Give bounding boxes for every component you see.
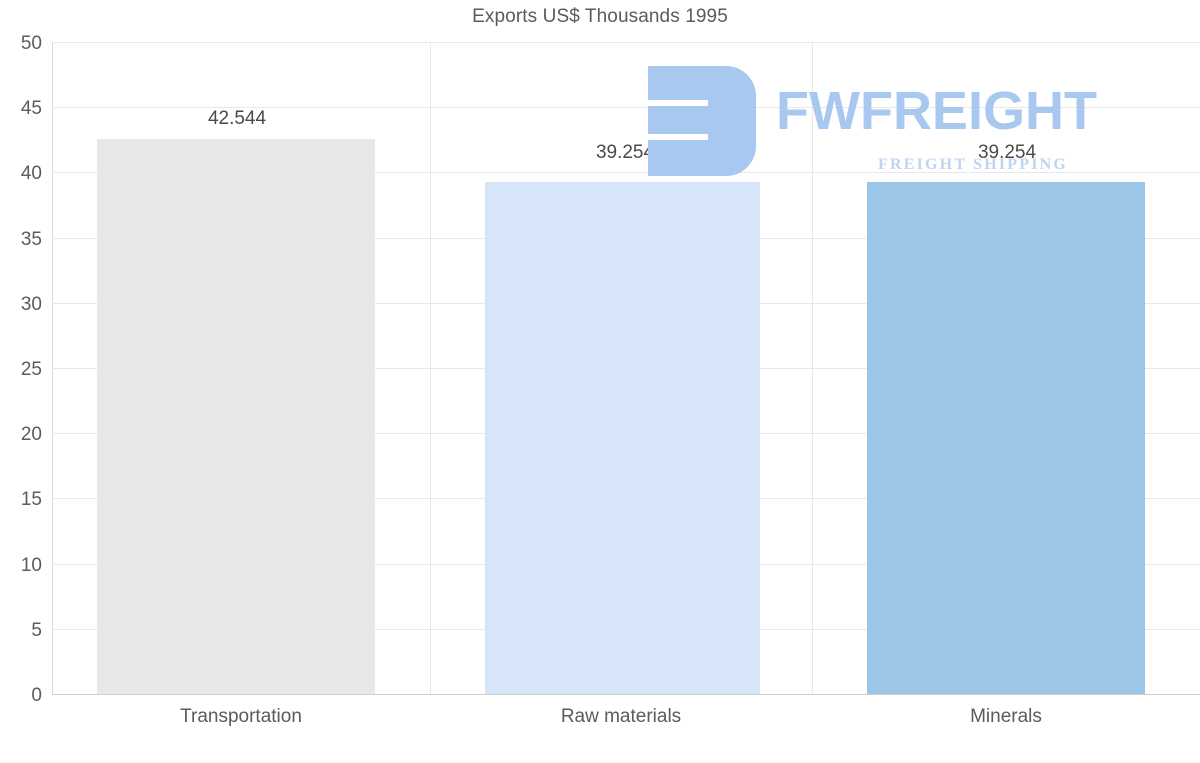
bar-raw-materials[interactable] bbox=[485, 182, 760, 694]
y-tick-label: 30 bbox=[20, 294, 42, 315]
y-tick-label: 10 bbox=[20, 555, 42, 576]
gridline-horizontal bbox=[52, 172, 1200, 173]
y-tick-label: 5 bbox=[31, 620, 42, 641]
y-tick-label: 35 bbox=[20, 229, 42, 250]
x-tick-label-transportation: Transportation bbox=[180, 706, 302, 727]
gridline-vertical bbox=[430, 42, 431, 694]
gridline-vertical bbox=[812, 42, 813, 694]
plot-area bbox=[52, 42, 1200, 694]
bar-minerals[interactable] bbox=[867, 182, 1145, 694]
gridline-horizontal bbox=[52, 107, 1200, 108]
gridline-horizontal bbox=[52, 42, 1200, 43]
bar-value-label-raw-materials: 39.254 bbox=[595, 142, 655, 163]
bar-value-label-minerals: 39.254 bbox=[977, 142, 1037, 163]
y-tick-label: 25 bbox=[20, 359, 42, 380]
y-tick-label: 50 bbox=[20, 33, 42, 54]
x-axis-line bbox=[52, 694, 1200, 695]
bar-transportation[interactable] bbox=[97, 139, 375, 694]
y-tick-label: 45 bbox=[20, 98, 42, 119]
y-tick-label: 0 bbox=[31, 685, 42, 706]
y-tick-label: 15 bbox=[20, 489, 42, 510]
chart-title: Exports US$ Thousands 1995 bbox=[472, 6, 728, 27]
y-tick-label: 20 bbox=[20, 424, 42, 445]
bar-value-label-transportation: 42.544 bbox=[207, 108, 267, 129]
x-tick-label-raw-materials: Raw materials bbox=[560, 706, 682, 727]
y-tick-label: 40 bbox=[20, 163, 42, 184]
x-tick-label-minerals: Minerals bbox=[970, 706, 1042, 727]
